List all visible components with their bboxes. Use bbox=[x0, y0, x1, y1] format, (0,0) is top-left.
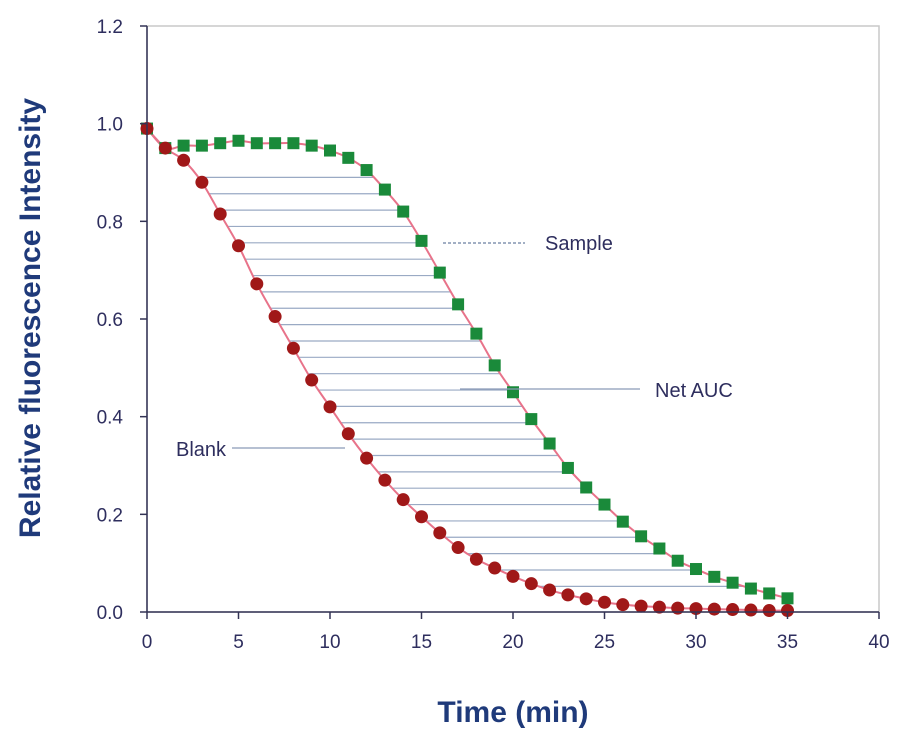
point-blank bbox=[397, 493, 410, 506]
x-tick-label: 5 bbox=[233, 632, 244, 653]
x-ticks: 0 5 10 15 20 25 30 35 40 bbox=[142, 612, 890, 653]
point-blank bbox=[415, 510, 428, 523]
point-sample bbox=[617, 516, 629, 528]
point-blank bbox=[360, 452, 373, 465]
point-blank bbox=[250, 277, 263, 290]
point-sample bbox=[287, 137, 299, 149]
point-sample bbox=[727, 577, 739, 589]
point-sample bbox=[233, 135, 245, 147]
y-tick-label: 0.6 bbox=[97, 310, 123, 331]
point-blank bbox=[159, 142, 172, 155]
point-blank bbox=[708, 603, 721, 616]
point-blank bbox=[342, 427, 355, 440]
point-sample bbox=[306, 140, 318, 152]
point-blank bbox=[635, 600, 648, 613]
point-sample bbox=[196, 140, 208, 152]
point-sample bbox=[361, 164, 373, 176]
point-sample bbox=[489, 359, 501, 371]
point-sample bbox=[397, 206, 409, 218]
x-tick-label: 10 bbox=[319, 632, 340, 653]
point-sample bbox=[635, 530, 647, 542]
x-tick-label: 20 bbox=[502, 632, 523, 653]
point-blank bbox=[763, 604, 776, 617]
point-blank bbox=[305, 374, 318, 387]
y-tick-label: 0.8 bbox=[97, 212, 123, 233]
point-sample bbox=[452, 298, 464, 310]
y-ticks: 0.0 0.2 0.4 0.6 0.8 1.0 1.2 bbox=[97, 17, 147, 624]
point-blank bbox=[378, 474, 391, 487]
point-blank bbox=[726, 603, 739, 616]
point-blank bbox=[470, 553, 483, 566]
plot-area bbox=[147, 26, 879, 612]
x-tick-label: 35 bbox=[777, 632, 798, 653]
point-sample bbox=[251, 137, 263, 149]
x-tick-label: 15 bbox=[411, 632, 432, 653]
point-blank bbox=[616, 598, 629, 611]
point-sample bbox=[269, 137, 281, 149]
x-tick-label: 40 bbox=[868, 632, 889, 653]
point-blank bbox=[177, 154, 190, 167]
x-axis-label: Time (min) bbox=[437, 696, 588, 729]
point-sample bbox=[708, 571, 720, 583]
point-sample bbox=[470, 328, 482, 340]
blank-annotation: Blank bbox=[176, 439, 227, 461]
y-axis-label: Relative fluorescence Intensity bbox=[14, 98, 47, 538]
point-blank bbox=[525, 577, 538, 590]
point-blank bbox=[580, 592, 593, 605]
point-blank bbox=[744, 604, 757, 617]
point-blank bbox=[507, 570, 520, 583]
y-tick-label: 1.0 bbox=[97, 115, 123, 136]
point-blank bbox=[452, 541, 465, 554]
point-sample bbox=[525, 413, 537, 425]
point-sample bbox=[434, 267, 446, 279]
point-blank bbox=[543, 584, 556, 597]
point-sample bbox=[672, 555, 684, 567]
plot-frame bbox=[147, 26, 879, 612]
point-sample bbox=[599, 499, 611, 511]
point-blank bbox=[287, 342, 300, 355]
point-blank bbox=[488, 562, 501, 575]
point-blank bbox=[232, 239, 245, 252]
y-tick-label: 0.2 bbox=[97, 505, 123, 526]
point-sample bbox=[653, 543, 665, 555]
point-sample bbox=[745, 583, 757, 595]
point-blank bbox=[269, 310, 282, 323]
point-sample bbox=[580, 481, 592, 493]
point-blank bbox=[195, 176, 208, 189]
point-sample bbox=[178, 140, 190, 152]
point-sample bbox=[782, 592, 794, 604]
x-tick-label: 30 bbox=[685, 632, 706, 653]
point-sample bbox=[214, 137, 226, 149]
y-tick-label: 0.0 bbox=[97, 603, 123, 624]
x-tick-label: 25 bbox=[594, 632, 615, 653]
point-blank bbox=[324, 400, 337, 413]
point-sample bbox=[379, 184, 391, 196]
point-sample bbox=[763, 587, 775, 599]
point-blank bbox=[561, 588, 574, 601]
point-sample bbox=[507, 386, 519, 398]
x-tick-label: 0 bbox=[142, 632, 153, 653]
y-tick-label: 1.2 bbox=[97, 17, 123, 38]
point-blank bbox=[598, 596, 611, 609]
point-sample bbox=[690, 563, 702, 575]
net-auc-annotation: Net AUC bbox=[655, 380, 733, 402]
point-blank bbox=[433, 526, 446, 539]
y-tick-label: 0.4 bbox=[97, 408, 124, 429]
point-sample bbox=[562, 462, 574, 474]
point-sample bbox=[324, 145, 336, 157]
point-sample bbox=[342, 152, 354, 164]
point-blank bbox=[214, 208, 227, 221]
point-sample bbox=[416, 235, 428, 247]
point-sample bbox=[544, 438, 556, 450]
sample-annotation: Sample bbox=[545, 233, 613, 255]
